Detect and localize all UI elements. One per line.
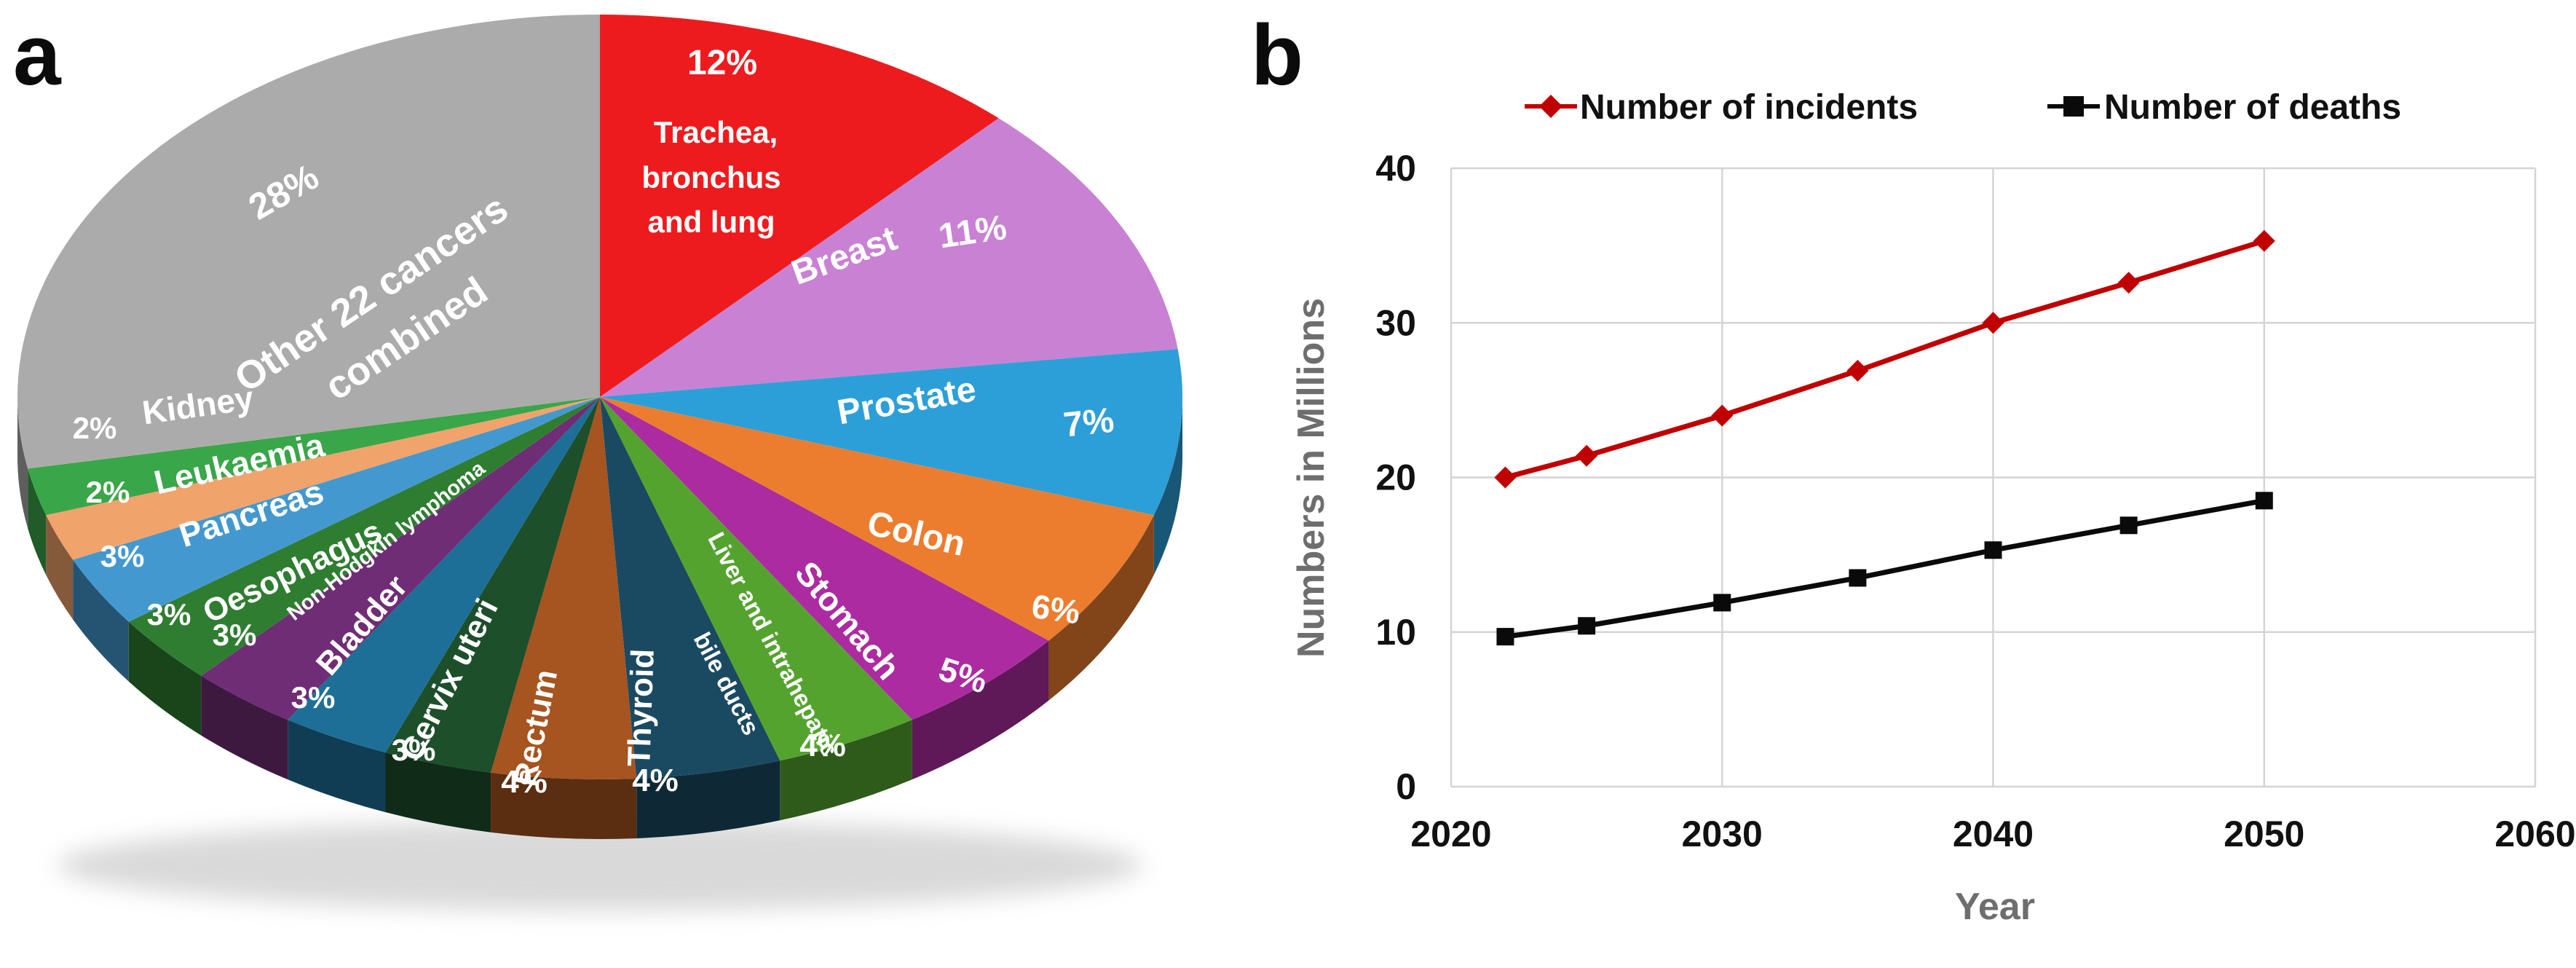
series-line bbox=[1504, 497, 2265, 640]
x-tick-label: 2040 bbox=[1953, 814, 2034, 854]
pie-slice-rim bbox=[128, 621, 202, 736]
pie-slice bbox=[17, 15, 601, 469]
series-marker-square bbox=[2063, 96, 2084, 117]
pie-slice-percent: 3% bbox=[147, 597, 191, 631]
y-tick-label: 40 bbox=[1375, 148, 1416, 189]
pie-slice-percent: 11% bbox=[936, 208, 1009, 256]
series-marker-diamond bbox=[1494, 466, 1517, 489]
series-marker-square bbox=[1849, 569, 1867, 587]
pie-slice-rim bbox=[201, 675, 288, 780]
pie-slice-percent: 3% bbox=[100, 539, 145, 573]
pie-slice bbox=[28, 397, 600, 516]
pie-slice-rim bbox=[1153, 397, 1182, 575]
y-axis-title: Numbers in Millions bbox=[1290, 298, 1332, 658]
y-tick-label: 0 bbox=[1396, 766, 1416, 807]
pie-slice-percent: 7% bbox=[1062, 401, 1116, 445]
pie-slice bbox=[600, 397, 1154, 641]
pie-slice-rim bbox=[385, 752, 491, 833]
series-marker-diamond bbox=[2253, 229, 2275, 252]
panel-b-letter: b bbox=[1251, 7, 1303, 103]
pie-slice-percent: 4% bbox=[501, 764, 548, 800]
pie-slice-rim bbox=[912, 640, 1049, 780]
series-marker-square bbox=[1713, 594, 1731, 612]
pie-slice-percent: 3% bbox=[392, 733, 436, 767]
pie-slice bbox=[491, 397, 637, 779]
pie-slice-rim bbox=[17, 397, 28, 529]
pie-slice-rim bbox=[288, 720, 386, 813]
legend-label: Number of deaths bbox=[2104, 88, 2401, 127]
pie-slice-rim bbox=[1048, 515, 1154, 701]
pie-slice-percent: 6% bbox=[1030, 587, 1083, 631]
pie-slice-label: and lung bbox=[648, 205, 775, 239]
y-tick-label: 10 bbox=[1375, 612, 1416, 653]
series-marker-square bbox=[1496, 628, 1514, 646]
pie-shadow bbox=[58, 820, 1142, 910]
series-marker-square bbox=[1578, 617, 1596, 635]
series-marker-diamond bbox=[1982, 312, 2004, 334]
pie-slice bbox=[128, 397, 601, 676]
series-marker-diamond bbox=[1576, 444, 1598, 467]
x-tick-label: 2050 bbox=[2224, 814, 2304, 854]
legend-label: Number of incidents bbox=[1580, 88, 1918, 127]
pie-slice-percent: 2% bbox=[86, 475, 130, 509]
pie-slice-label: Trachea, bbox=[654, 115, 778, 149]
pie-slice bbox=[288, 397, 600, 753]
series-marker-square bbox=[1984, 541, 2002, 559]
x-tick-label: 2060 bbox=[2494, 814, 2575, 854]
pie-slice bbox=[385, 397, 600, 773]
series-marker-diamond bbox=[2117, 272, 2140, 294]
pie-slice-rim bbox=[636, 760, 781, 838]
x-axis-title: Year bbox=[1955, 886, 2035, 928]
panel-b: b 0 10 20 30 40 2020 2030 2040 2050 2060 Numbers i… bbox=[1238, 0, 2576, 968]
pie-slice-rim bbox=[46, 515, 74, 620]
pie-slice bbox=[46, 397, 600, 560]
series-marker-diamond bbox=[1711, 404, 1734, 427]
series-marker-diamond bbox=[1539, 95, 1562, 118]
series-marker-square bbox=[2255, 492, 2273, 510]
pie-slice-percent: 3% bbox=[213, 618, 257, 652]
pie-slice-percent: 2% bbox=[73, 411, 117, 445]
pie-slice-rim bbox=[73, 559, 129, 682]
y-tick-label: 20 bbox=[1375, 457, 1416, 498]
series-line bbox=[1504, 238, 2265, 480]
pie-slice-rim bbox=[780, 720, 912, 821]
pie-slice bbox=[600, 397, 1049, 720]
pie-slice-percent: 4% bbox=[632, 763, 679, 798]
pie-slice-percent: 4% bbox=[799, 728, 846, 763]
pie-slice bbox=[201, 397, 600, 720]
x-tick-label: 2030 bbox=[1682, 814, 1763, 854]
series-marker-diamond bbox=[1846, 360, 1869, 382]
pie-slice bbox=[73, 397, 600, 622]
pie-slice bbox=[600, 349, 1182, 516]
pie-slice bbox=[600, 397, 912, 761]
pie-slice-rim bbox=[28, 468, 47, 575]
pie-slice bbox=[600, 118, 1178, 397]
pie-slice bbox=[600, 15, 999, 397]
panel-a-letter: a bbox=[13, 7, 61, 103]
pie-slice-percent: 3% bbox=[291, 680, 336, 715]
pie-slice-rim bbox=[491, 772, 637, 839]
pie-slice-label: Thyroid bbox=[621, 648, 661, 767]
pie-slice-percent: 12% bbox=[687, 44, 757, 82]
series-marker-square bbox=[2119, 516, 2138, 535]
pie-slice-label: bronchus bbox=[641, 160, 781, 194]
y-tick-label: 30 bbox=[1375, 302, 1416, 343]
panel-a: a Trachea, bronchus and lung 12% Breast 11% Pr… bbox=[0, 0, 1238, 968]
pie-slice bbox=[600, 397, 781, 779]
x-tick-label: 2020 bbox=[1410, 814, 1491, 854]
